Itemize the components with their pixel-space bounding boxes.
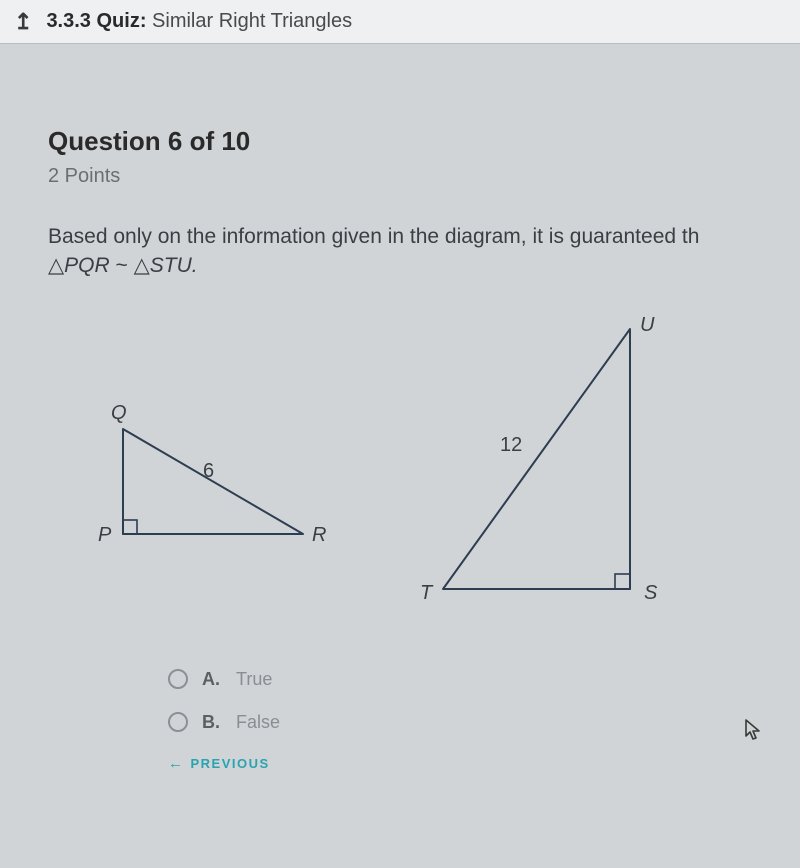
similar-symbol: ~ (116, 254, 128, 277)
option-b-letter: B. (202, 712, 220, 733)
prompt-text: Based only on the information given in t… (48, 225, 699, 248)
svg-text:12: 12 (500, 434, 522, 456)
content-area: Question 6 of 10 2 Points Based only on … (0, 44, 800, 772)
triangle-symbol-2: △ (134, 254, 150, 277)
svg-text:R: R (312, 524, 326, 546)
question-points: 2 Points (48, 165, 760, 188)
quiz-word: Quiz: (96, 10, 146, 32)
option-a-text: True (236, 669, 272, 690)
svg-text:U: U (640, 314, 655, 336)
quiz-title: Similar Right Triangles (152, 10, 352, 32)
option-b[interactable]: B. False (168, 712, 760, 733)
option-a-letter: A. (202, 669, 220, 690)
previous-text: PREVIOUS (191, 756, 270, 771)
tri2-label: STU. (150, 254, 198, 277)
quiz-topbar: ↥ 3.3.3 Quiz: Similar Right Triangles (0, 0, 800, 44)
previous-link[interactable]: ← PREVIOUS (168, 755, 760, 772)
cursor-icon (744, 718, 764, 748)
triangle-symbol-1: △ (48, 254, 64, 277)
radio-b[interactable] (168, 712, 188, 732)
radio-a[interactable] (168, 669, 188, 689)
arrow-left-icon: ← (168, 755, 185, 772)
question-number: Question 6 of 10 (48, 126, 760, 157)
triangles-svg: P Q R 6 T U S 12 (48, 309, 768, 649)
svg-text:6: 6 (203, 460, 214, 482)
tri1-label: PQR (64, 254, 110, 277)
svg-text:P: P (98, 524, 112, 546)
quiz-label: 3.3.3 Quiz: Similar Right Triangles (46, 10, 352, 33)
svg-text:T: T (420, 582, 434, 604)
options: A. True B. False (168, 669, 760, 733)
svg-text:S: S (644, 582, 658, 604)
question-prompt: Based only on the information given in t… (48, 222, 760, 281)
diagram: P Q R 6 T U S 12 (48, 309, 768, 649)
option-b-text: False (236, 712, 280, 733)
section-number: 3.3.3 (46, 10, 90, 32)
back-icon[interactable]: ↥ (14, 11, 32, 33)
svg-text:Q: Q (111, 402, 127, 424)
option-a[interactable]: A. True (168, 669, 760, 690)
